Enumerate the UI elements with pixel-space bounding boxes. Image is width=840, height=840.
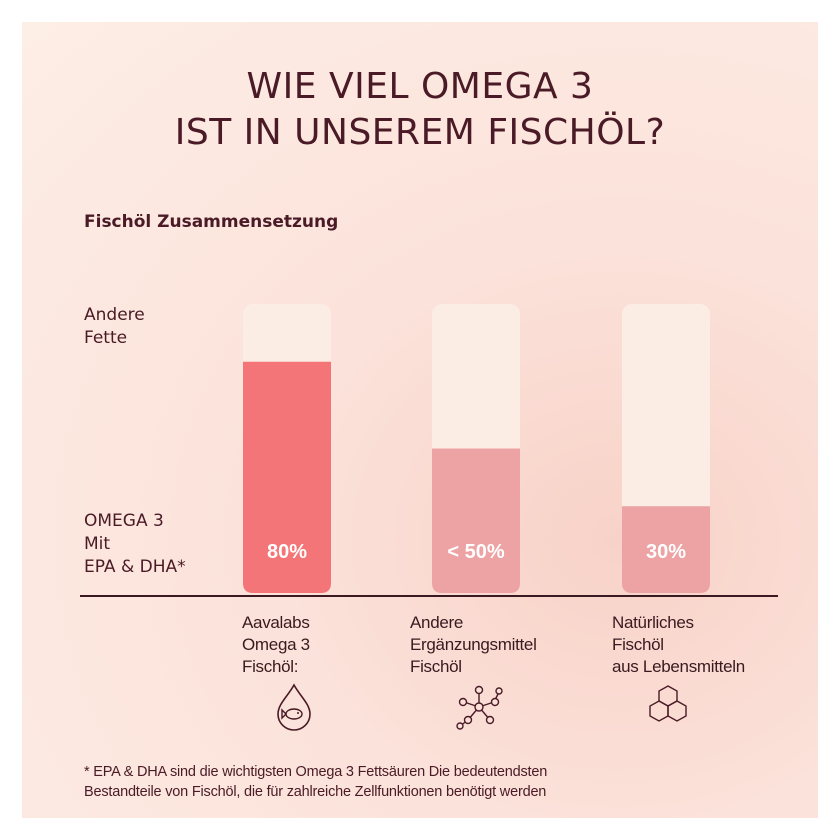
legend-omega3-line-1: OMEGA 3 bbox=[84, 511, 164, 531]
page-title: WIE VIEL OMEGA 3 IST IN UNSEREM FISCHÖL? bbox=[22, 64, 818, 156]
footnote-line-1: * EPA & DHA sind die wichtigsten Omega 3… bbox=[84, 764, 548, 780]
legend-other-fats-line-1: Andere bbox=[84, 305, 145, 325]
category-label-line: Omega 3 bbox=[242, 635, 310, 654]
chart-baseline bbox=[80, 595, 778, 597]
category-label-line: Andere bbox=[410, 613, 464, 632]
legend-omega3-line-3: EPA & DHA* bbox=[84, 557, 186, 577]
legend-other-fats: Andere Fette bbox=[84, 304, 145, 350]
category-label-line: Fischöl bbox=[410, 657, 462, 676]
category-label-line: Aavalabs bbox=[242, 613, 310, 632]
category-label-line: Fischöl bbox=[612, 635, 664, 654]
title-line-2: IST IN UNSEREM FISCHÖL? bbox=[174, 112, 666, 153]
category-label-aavalabs: Aavalabs Omega 3 Fischöl: bbox=[242, 612, 310, 678]
infographic-card: WIE VIEL OMEGA 3 IST IN UNSEREM FISCHÖL?… bbox=[22, 22, 818, 818]
legend-omega3: OMEGA 3 Mit EPA & DHA* bbox=[84, 510, 186, 579]
molecule-icon bbox=[456, 685, 503, 730]
legend-other-fats-line-2: Fette bbox=[84, 328, 128, 348]
bar-omega3-3 bbox=[622, 506, 710, 593]
category-label-line: Natürliches bbox=[612, 613, 694, 632]
category-label-line: Ergänzungsmittel bbox=[410, 635, 537, 654]
footnote-line-2: Bestandteile von Fischöl, die für zahlre… bbox=[84, 784, 547, 800]
bar-chart: 80% < 50% 30% bbox=[243, 304, 710, 593]
category-label-line: Fischöl: bbox=[242, 657, 299, 676]
title-line-1: WIE VIEL OMEGA 3 bbox=[246, 66, 594, 107]
bar-omega3-1 bbox=[243, 361, 331, 593]
category-label-natural-fish-oil: Natürliches Fischöl aus Lebensmitteln bbox=[612, 612, 745, 678]
legend-omega3-line-2: Mit bbox=[84, 534, 111, 554]
data-label-1: 80% bbox=[267, 541, 307, 563]
fish-oil-drop-icon bbox=[277, 683, 311, 731]
hexagon-cells-icon bbox=[649, 685, 687, 722]
footnote: * EPA & DHA sind die wichtigsten Omega 3… bbox=[84, 762, 784, 802]
data-label-3: 30% bbox=[646, 541, 686, 563]
chart-title: Fischöl Zusammensetzung bbox=[84, 212, 339, 232]
category-label-line: aus Lebensmitteln bbox=[612, 657, 745, 676]
bar-omega3-2 bbox=[432, 448, 520, 593]
category-label-other-supplements: Andere Ergänzungsmittel Fischöl bbox=[410, 612, 537, 678]
data-label-2: < 50% bbox=[447, 541, 504, 563]
